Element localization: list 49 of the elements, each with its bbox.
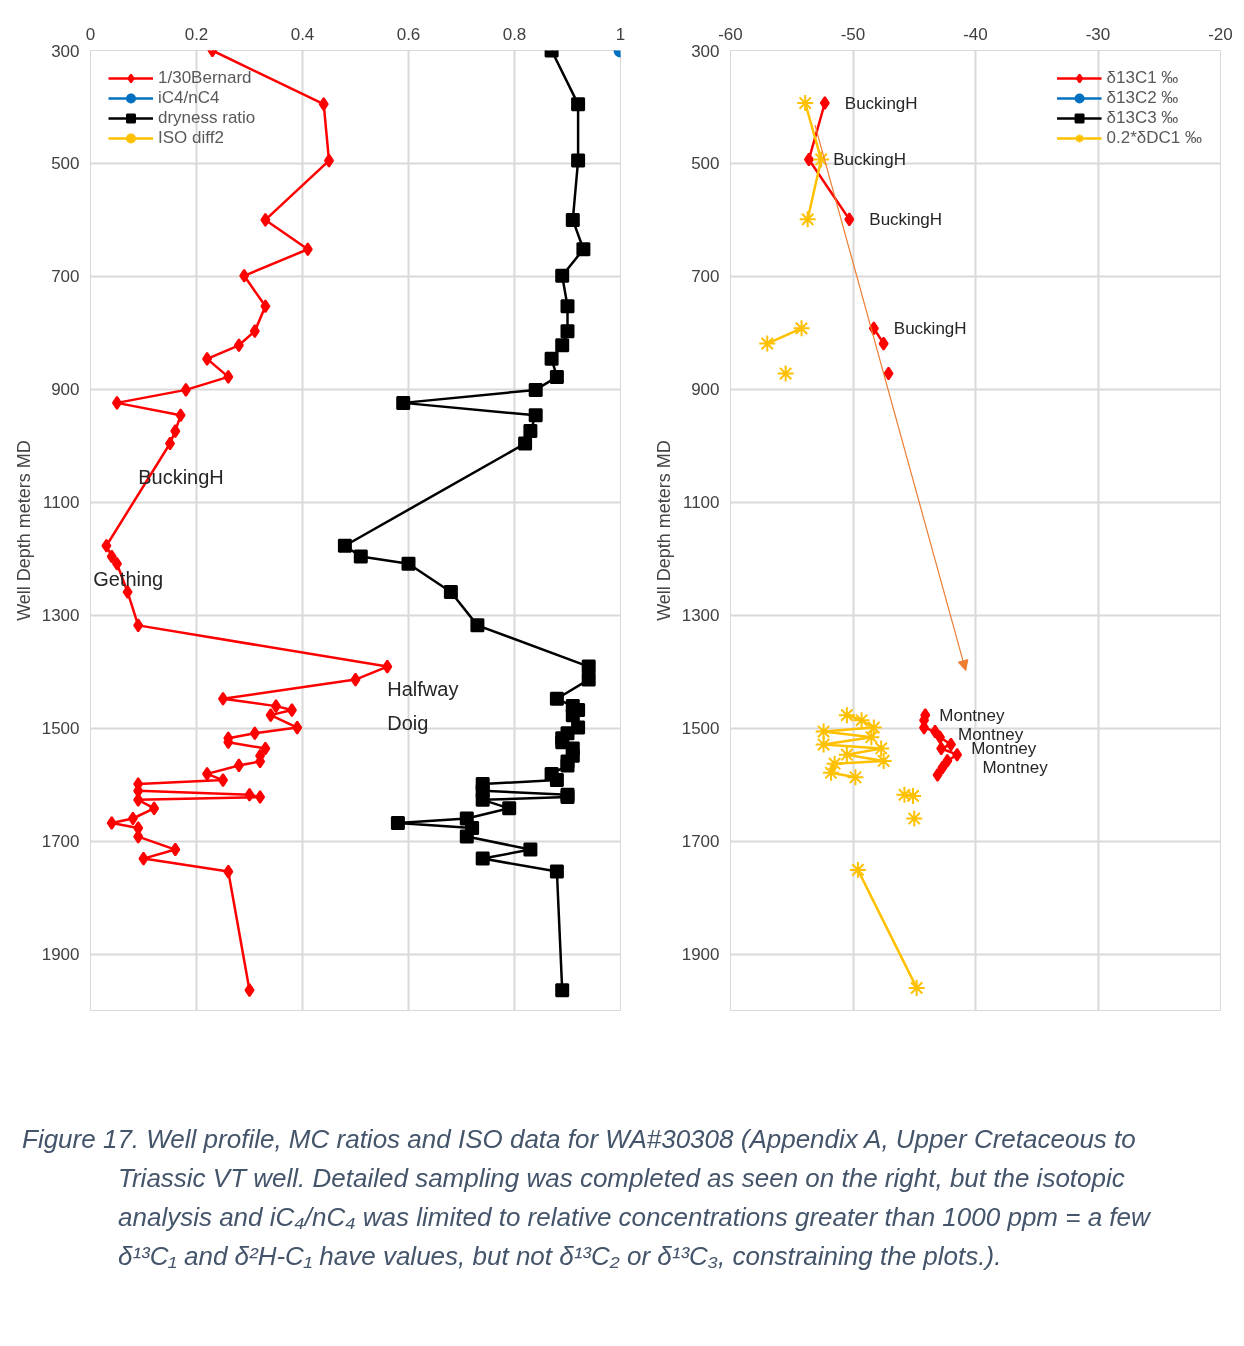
x-tick-label: -30 [1085, 24, 1111, 44]
x-tick-label: 0.6 [396, 24, 421, 44]
y-axis-title: Well Depth meters MD [13, 440, 34, 621]
y-tick-label: 700 [51, 267, 80, 287]
x-tick-label: 0.2 [184, 24, 209, 44]
x-tick-label: 0 [85, 24, 96, 44]
legend-label: δ13C2 ‰ [1106, 88, 1179, 108]
x-tick-label: 1 [615, 24, 626, 44]
y-tick-label: 1700 [41, 832, 80, 852]
annotation: Doig [387, 711, 429, 734]
y-tick-label: 1100 [42, 493, 80, 513]
x-tick-label: -60 [718, 24, 743, 44]
y-tick-label: 1700 [681, 832, 720, 852]
legend-label: 1/30Bernard [158, 68, 252, 88]
y-axis-title: Well Depth meters MD [653, 440, 674, 621]
legend-label: dryness ratio [158, 108, 256, 128]
x-tick-label: -40 [963, 24, 988, 44]
annotation: Halfway [387, 677, 459, 700]
y-tick-label: 1300 [681, 606, 720, 626]
annotation: BuckingH [893, 318, 967, 338]
y-tick-label: 700 [691, 267, 720, 287]
legend-label: 0.2*δDC1 ‰ [1106, 128, 1202, 148]
y-tick-label: 300 [691, 41, 720, 61]
annotation: Montney [957, 724, 1024, 744]
x-tick-label: 0.4 [290, 24, 315, 44]
x-tick-label: -50 [840, 24, 866, 44]
x-tick-label: 0.8 [502, 24, 527, 44]
y-tick-label: 1500 [41, 719, 80, 739]
caption: Figure 17. Well profile, MC ratios and ISO data for WA#30308 (Appendix A, Upper Cretaceous to Triassic VT well. Detailed sampling was completed as seen on the right, but the isotopic analysis and iC₄/nC₄ was limited to relative concentrations greater than 1000 ppm = a few δ¹³C₁ and δ²H-C₁ have values, but not δ¹³C₂ or δ¹³C₃, constraining the plots.). [22, 1123, 1152, 1273]
annotation: Montney [982, 758, 1049, 778]
y-tick-label: 1900 [681, 945, 720, 965]
legend-label: ISO diff2 [158, 128, 224, 148]
y-tick-label: 500 [51, 154, 80, 174]
annotation: BuckingH [869, 209, 943, 229]
annotation: BuckingH [844, 93, 918, 113]
y-tick-label: 900 [51, 380, 80, 400]
x-tick-label: -20 [1208, 24, 1233, 44]
legend-label: iC4/nC4 [158, 88, 220, 108]
y-tick-label: 1300 [41, 606, 80, 626]
y-tick-label: 300 [51, 41, 80, 61]
y-tick-label: 1100 [682, 493, 720, 513]
legend-label: δ13C1 ‰ [1106, 68, 1179, 88]
y-tick-label: 900 [691, 380, 720, 400]
y-tick-label: 500 [691, 154, 720, 174]
y-tick-label: 1900 [41, 945, 80, 965]
annotation: BuckingH [833, 149, 906, 169]
annotation: Montney [939, 705, 1005, 725]
legend-label: δ13C3 ‰ [1106, 108, 1179, 128]
y-tick-label: 1500 [681, 719, 720, 739]
